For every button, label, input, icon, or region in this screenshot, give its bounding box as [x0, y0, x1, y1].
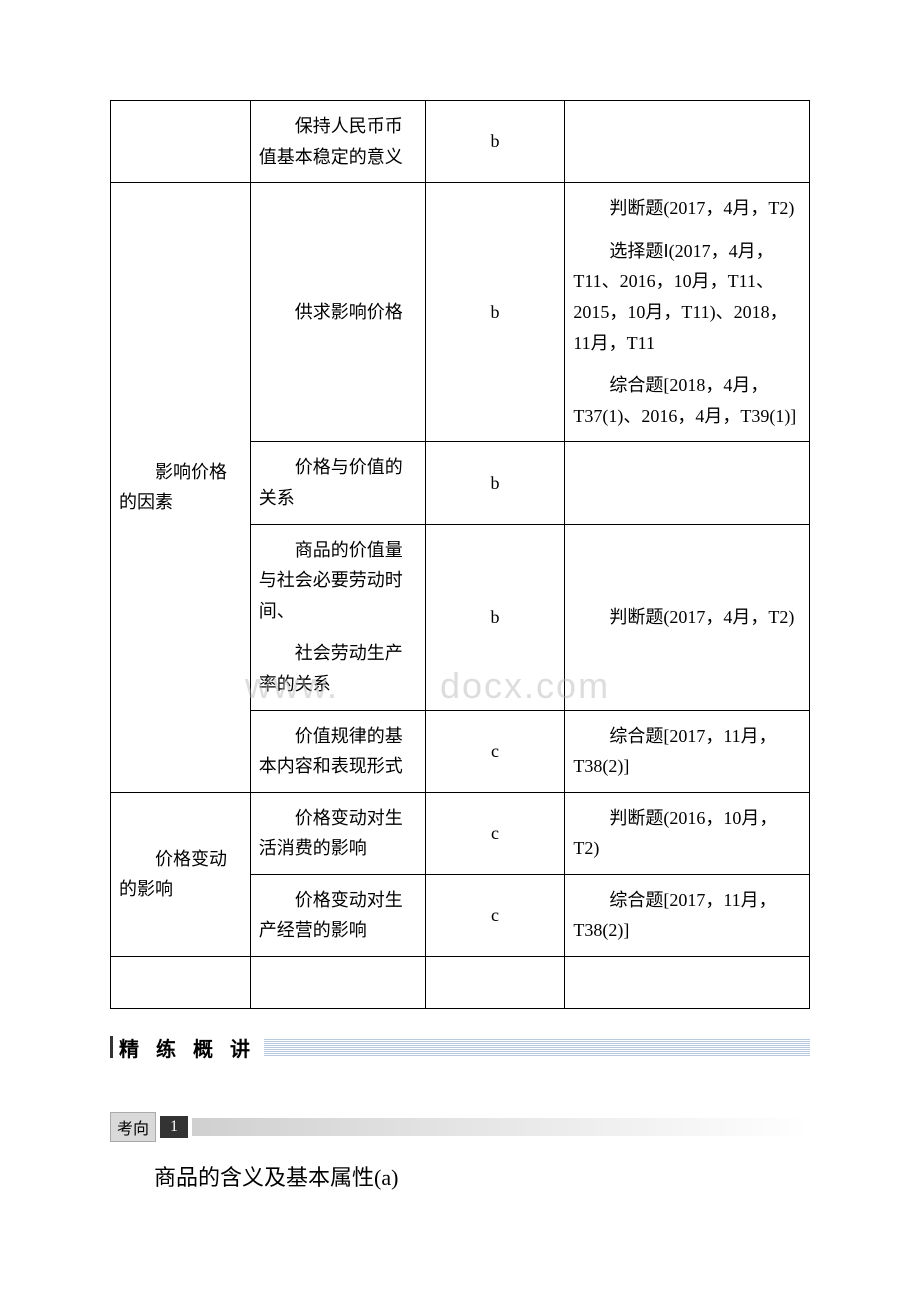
- kaoxiang-label: 考向: [110, 1112, 156, 1142]
- table-cell-level: b: [425, 183, 565, 442]
- table-cell-level: c: [425, 710, 565, 792]
- table-cell-exam-refs: 综合题[2017，11月，T38(2)]: [565, 874, 810, 956]
- table-cell-topic: 影响价格的因素: [111, 183, 251, 793]
- syllabus-table: 保持人民币币值基本稳定的意义b 影响价格的因素 供求影响价格b 判断题(2017…: [110, 100, 810, 1009]
- table-cell-subtopic: 价格变动对生产经营的影响: [250, 874, 425, 956]
- table-cell-level: [425, 957, 565, 1009]
- table-cell-level: b: [425, 442, 565, 524]
- table-cell-exam-refs: 判断题(2016，10月，T2): [565, 792, 810, 874]
- kaoxiang-block: 考向 1: [110, 1112, 810, 1142]
- table-row: 影响价格的因素 供求影响价格b 判断题(2017，4月，T2) 选择题Ⅰ(201…: [111, 183, 810, 442]
- table-cell-subtopic: 保持人民币币值基本稳定的意义: [250, 101, 425, 183]
- table-cell-subtopic: [250, 957, 425, 1009]
- table-row: [111, 957, 810, 1009]
- table-cell-exam-refs: 综合题[2017，11月，T38(2)]: [565, 710, 810, 792]
- table-cell-level: b: [425, 101, 565, 183]
- table-cell-level: c: [425, 792, 565, 874]
- table-cell-level: b: [425, 524, 565, 710]
- table-row: 价格变动的影响 价格变动对生活消费的影响c 判断题(2016，10月，T2): [111, 792, 810, 874]
- table-cell-subtopic: 供求影响价格: [250, 183, 425, 442]
- table-cell-exam-refs: 判断题(2017，4月，T2) 选择题Ⅰ(2017，4月，T11、2016，10…: [565, 183, 810, 442]
- section-bar: [110, 1036, 113, 1058]
- section-header: 精 练 概 讲: [110, 1033, 810, 1062]
- table-cell-subtopic: 价格变动对生活消费的影响: [250, 792, 425, 874]
- table-cell-level: c: [425, 874, 565, 956]
- table-cell-exam-refs: [565, 101, 810, 183]
- section-title: 精 练 概 讲: [119, 1033, 256, 1062]
- bottom-heading: 商品的含义及基本属性(a): [110, 1160, 810, 1192]
- table-cell-topic: [111, 101, 251, 183]
- table-cell-subtopic: 商品的价值量与社会必要劳动时间、 社会劳动生产率的关系: [250, 524, 425, 710]
- table-row: 保持人民币币值基本稳定的意义b: [111, 101, 810, 183]
- table-cell-topic: 价格变动的影响: [111, 792, 251, 956]
- table-cell-exam-refs: [565, 957, 810, 1009]
- kaoxiang-num: 1: [160, 1116, 188, 1138]
- table-cell-subtopic: 价格与价值的关系: [250, 442, 425, 524]
- table-cell-exam-refs: [565, 442, 810, 524]
- table-cell-topic: [111, 957, 251, 1009]
- table-cell-subtopic: 价值规律的基本内容和表现形式: [250, 710, 425, 792]
- section-fill: [264, 1038, 810, 1056]
- kaoxiang-fill: [192, 1118, 810, 1136]
- table-cell-exam-refs: 判断题(2017，4月，T2): [565, 524, 810, 710]
